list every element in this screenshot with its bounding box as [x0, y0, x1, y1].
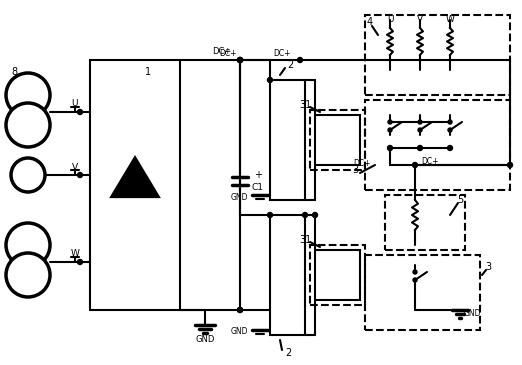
Circle shape — [238, 58, 243, 62]
Bar — [310, 110, 365, 170]
Text: 31: 31 — [299, 100, 311, 110]
Text: V: V — [72, 162, 78, 172]
Circle shape — [238, 58, 243, 62]
Text: W: W — [70, 250, 79, 258]
Circle shape — [77, 173, 82, 177]
Text: 2: 2 — [287, 60, 293, 70]
Text: GND: GND — [231, 192, 248, 201]
Text: 3: 3 — [485, 262, 491, 272]
Circle shape — [418, 146, 422, 150]
Circle shape — [267, 77, 272, 82]
Circle shape — [388, 120, 392, 124]
Bar — [315, 115, 360, 165]
Text: 8: 8 — [11, 67, 17, 77]
Text: U: U — [387, 15, 393, 24]
Bar — [365, 15, 510, 95]
Polygon shape — [112, 158, 158, 196]
Text: 3: 3 — [352, 165, 358, 175]
Circle shape — [447, 146, 453, 150]
Bar — [365, 255, 480, 330]
Text: GND: GND — [195, 334, 215, 343]
Circle shape — [6, 73, 50, 117]
Circle shape — [387, 146, 393, 150]
Circle shape — [507, 162, 513, 168]
Circle shape — [448, 120, 452, 124]
Bar — [270, 80, 305, 200]
Circle shape — [388, 128, 392, 132]
Bar — [385, 195, 465, 250]
Circle shape — [413, 270, 417, 274]
Text: U: U — [72, 100, 78, 108]
Circle shape — [238, 58, 243, 62]
Circle shape — [412, 162, 418, 168]
Circle shape — [313, 212, 317, 218]
Text: +: + — [254, 170, 262, 180]
Text: 31: 31 — [299, 235, 311, 245]
Text: 2: 2 — [285, 348, 291, 358]
Circle shape — [303, 212, 307, 218]
Circle shape — [238, 307, 243, 312]
Circle shape — [418, 120, 422, 124]
Text: GND: GND — [231, 327, 248, 337]
Circle shape — [11, 158, 45, 192]
Text: DC+: DC+ — [353, 158, 371, 168]
Bar — [365, 100, 510, 190]
Text: 1: 1 — [145, 67, 151, 77]
Circle shape — [448, 128, 452, 132]
Bar — [270, 215, 305, 335]
Circle shape — [418, 128, 422, 132]
Text: W: W — [446, 15, 455, 24]
Text: DC+: DC+ — [273, 50, 291, 58]
Text: DC+: DC+ — [212, 47, 232, 57]
Bar — [315, 250, 360, 300]
Circle shape — [77, 260, 82, 265]
Text: C1: C1 — [252, 182, 264, 192]
Bar — [90, 60, 180, 310]
Circle shape — [413, 278, 417, 282]
Circle shape — [238, 307, 243, 312]
Circle shape — [77, 110, 82, 115]
Circle shape — [6, 253, 50, 297]
Text: V: V — [417, 15, 423, 24]
Text: GND: GND — [463, 308, 481, 318]
Circle shape — [267, 212, 272, 218]
Text: 4: 4 — [367, 17, 373, 27]
Text: 5: 5 — [457, 195, 463, 205]
Bar — [310, 245, 365, 305]
Circle shape — [6, 223, 50, 267]
Circle shape — [298, 58, 303, 62]
Text: DC+: DC+ — [219, 50, 237, 58]
Text: DC+: DC+ — [421, 158, 439, 166]
Circle shape — [6, 103, 50, 147]
